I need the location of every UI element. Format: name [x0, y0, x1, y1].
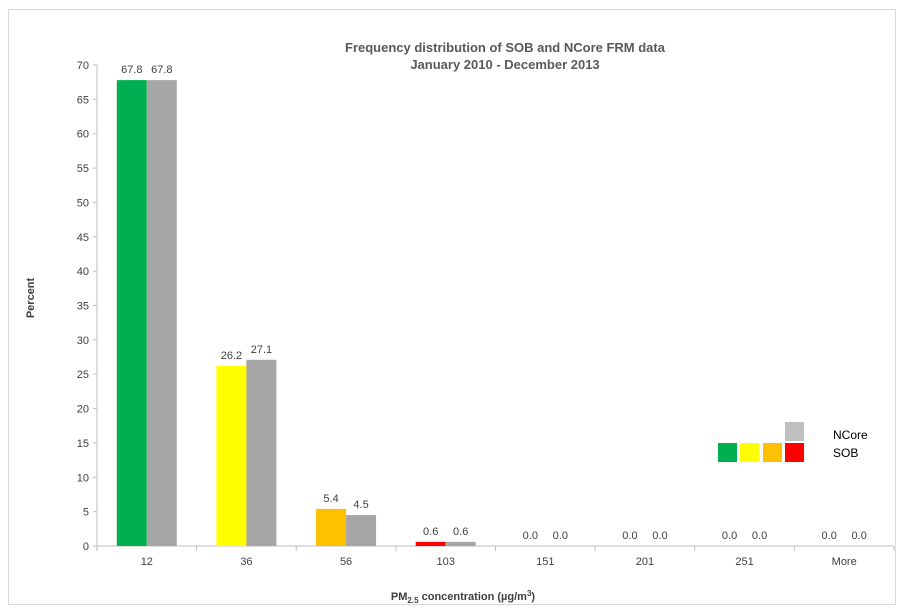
x-tick-label: 201	[636, 556, 654, 568]
x-axis: 12 36 56 103 151 201 251 More	[96, 545, 895, 568]
x-axis-label-close: )	[531, 591, 535, 603]
y-tick-label: 40	[77, 266, 89, 278]
legend-swatch-sob-red	[785, 443, 804, 462]
y-tick-label: 20	[77, 404, 89, 416]
data-label-sob-251: 0.0	[722, 530, 737, 542]
bar-ncore-103	[445, 541, 476, 546]
bar-sob-12	[116, 80, 147, 547]
x-axis-label-sup: 3	[527, 589, 532, 598]
data-label-ncore-251: 0.0	[752, 530, 767, 542]
legend-swatch-sob-yellow	[740, 443, 759, 462]
legend-swatch-ncore	[785, 422, 804, 441]
data-label-ncore-36: 27.1	[251, 344, 272, 356]
y-tick-label: 50	[77, 197, 89, 209]
y-tick-label: 30	[77, 335, 89, 347]
x-axis-label: PM2.5 concentration (µg/m3)	[391, 589, 535, 604]
data-label-sob-12: 67.8	[121, 64, 142, 76]
y-tick-label: 35	[77, 301, 89, 313]
x-tick-label: 56	[340, 556, 352, 568]
y-tick-label: 0	[83, 541, 89, 553]
bar-ncore-56	[346, 515, 377, 546]
bar-sob-103	[415, 541, 446, 546]
bar-ncore-12	[146, 80, 177, 547]
y-tick-label: 60	[77, 129, 89, 141]
bars	[116, 80, 476, 547]
legend-swatch-sob-orange	[763, 443, 782, 462]
x-tick-label: More	[832, 556, 857, 568]
bar-sob-56	[316, 508, 347, 546]
data-label-sob-56: 5.4	[323, 493, 338, 505]
x-tick-label: 103	[437, 556, 455, 568]
data-label-sob-103: 0.6	[423, 526, 438, 538]
data-label-ncore-151: 0.0	[553, 530, 568, 542]
y-tick-label: 45	[77, 232, 89, 244]
data-label-sob-36: 26.2	[221, 350, 242, 362]
legend: NCore SOB	[718, 422, 868, 462]
bar-chart: Frequency distribution of SOB and NCore …	[25, 40, 895, 605]
data-label-ncore-more: 0.0	[852, 530, 867, 542]
y-tick-label: 15	[77, 438, 89, 450]
legend-label-sob: SOB	[833, 446, 858, 460]
x-tick-label: 251	[735, 556, 753, 568]
y-tick-label: 25	[77, 369, 89, 381]
x-tick-label: 12	[141, 556, 153, 568]
data-label-sob-more: 0.0	[822, 530, 837, 542]
y-axis: 0 5 10 15 20 25 30 35 40 45 50 55 60 65 70	[77, 60, 98, 553]
data-label-ncore-12: 67.8	[151, 64, 172, 76]
x-axis-label-sub: 2.5	[407, 596, 419, 604]
chart-subtitle: January 2010 - December 2013	[410, 57, 599, 72]
y-tick-label: 55	[77, 163, 89, 175]
chart-title: Frequency distribution of SOB and NCore …	[345, 40, 666, 55]
bar-ncore-36	[246, 359, 277, 546]
x-axis-label-rest: concentration (µg/m	[419, 591, 528, 603]
data-label-sob-151: 0.0	[523, 530, 538, 542]
y-tick-label: 70	[77, 60, 89, 72]
x-tick-label: 36	[240, 556, 252, 568]
data-label-ncore-201: 0.0	[652, 530, 667, 542]
y-tick-label: 65	[77, 94, 89, 106]
legend-swatch-sob-green	[718, 443, 737, 462]
chart-frame: Frequency distribution of SOB and NCore …	[8, 9, 896, 605]
y-tick-label: 10	[77, 472, 89, 484]
bar-sob-36	[216, 365, 247, 546]
data-label-ncore-56: 4.5	[353, 499, 368, 511]
x-axis-label-main: PM	[391, 591, 408, 603]
legend-label-ncore: NCore	[833, 428, 868, 442]
x-tick-label: 151	[536, 556, 554, 568]
y-axis-label: Percent	[25, 277, 37, 318]
data-label-sob-201: 0.0	[622, 530, 637, 542]
data-labels: 67.8 26.2 5.4 0.6 0.0 0.0 0.0 0.0 67.8 27.1 4.5 0.6…	[121, 64, 867, 542]
y-tick-label: 5	[83, 507, 89, 519]
data-label-ncore-103: 0.6	[453, 526, 468, 538]
